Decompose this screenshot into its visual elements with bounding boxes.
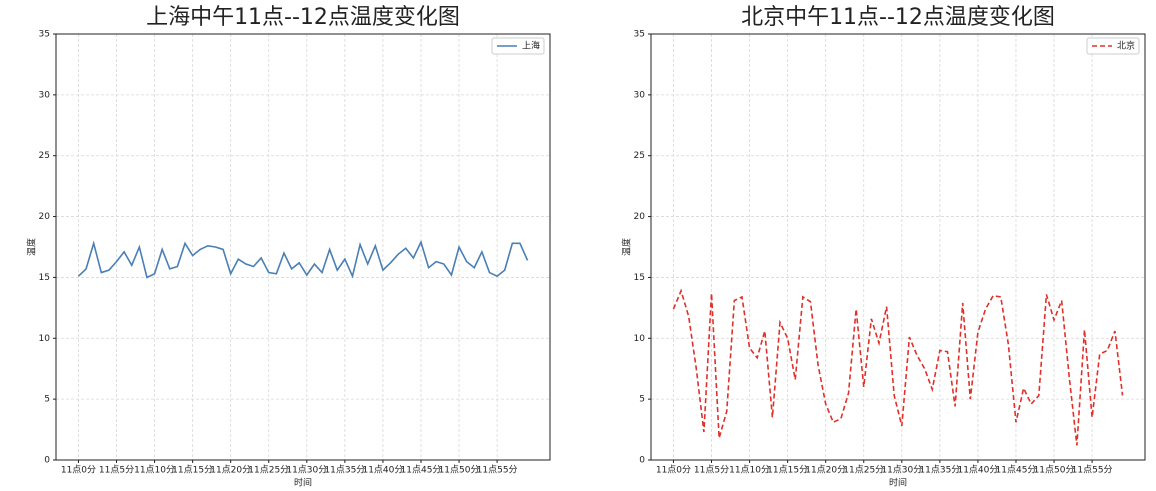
y-tick-label: 25	[39, 151, 50, 161]
x-axis-label: 时间	[294, 477, 312, 489]
x-tick-label: 11点50分	[439, 465, 480, 476]
y-tick-label: 0	[44, 456, 50, 466]
y-axis-label: 温度	[621, 238, 633, 256]
x-tick-label: 11点50分	[1034, 465, 1075, 476]
data-line	[672, 288, 1124, 446]
y-tick-label: 10	[634, 334, 646, 344]
chart-title: 北京中午11点--12点温度变化图	[741, 5, 1055, 30]
x-tick-label: 11点55分	[1072, 465, 1113, 476]
x-tick-label: 11点25分	[248, 465, 289, 476]
y-tick-label: 35	[39, 30, 50, 40]
x-tick-label: 11点15分	[172, 465, 213, 476]
x-tick-label: 11点55分	[477, 465, 518, 476]
y-tick-label: 0	[639, 456, 645, 466]
x-tick-label: 11点25分	[843, 465, 884, 476]
y-tick-label: 5	[639, 395, 645, 405]
x-tick-label: 11点5分	[99, 465, 134, 476]
y-tick-label: 25	[634, 151, 645, 161]
x-tick-label: 11点30分	[286, 465, 327, 476]
y-tick-label: 30	[39, 90, 51, 100]
data-line	[77, 239, 529, 279]
y-tick-label: 20	[39, 212, 51, 222]
legend-label: 北京	[1117, 40, 1135, 52]
y-tick-label: 20	[634, 212, 646, 222]
x-tick-label: 11点20分	[210, 465, 251, 476]
y-tick-label: 15	[39, 273, 50, 283]
x-tick-label: 11点40分	[957, 465, 998, 476]
legend-box	[1086, 37, 1140, 55]
y-tick-label: 30	[634, 90, 646, 100]
x-tick-label: 11点35分	[324, 465, 365, 476]
x-tick-label: 11点0分	[656, 465, 691, 476]
x-tick-label: 11点10分	[729, 465, 770, 476]
x-tick-label: 11点5分	[694, 465, 729, 476]
y-tick-label: 35	[634, 30, 645, 40]
x-tick-label: 11点30分	[881, 465, 922, 476]
plot-frame	[650, 33, 1146, 461]
legend-label: 上海	[522, 40, 540, 52]
x-tick-label: 11点0分	[61, 465, 96, 476]
y-tick-label: 15	[634, 273, 645, 283]
legend-box	[491, 37, 545, 55]
y-axis-label: 温度	[26, 238, 38, 256]
x-tick-label: 11点45分	[401, 465, 442, 476]
y-tick-label: 10	[39, 334, 51, 344]
chart-title: 上海中午11点--12点温度变化图	[146, 5, 460, 30]
x-tick-label: 11点20分	[805, 465, 846, 476]
x-tick-label: 11点10分	[134, 465, 175, 476]
x-tick-label: 11点35分	[919, 465, 960, 476]
y-tick-label: 5	[44, 395, 50, 405]
x-tick-label: 11点40分	[362, 465, 403, 476]
x-tick-label: 11点15分	[767, 465, 808, 476]
plot-frame	[55, 33, 551, 461]
x-tick-label: 11点45分	[996, 465, 1037, 476]
x-axis-label: 时间	[889, 477, 907, 489]
